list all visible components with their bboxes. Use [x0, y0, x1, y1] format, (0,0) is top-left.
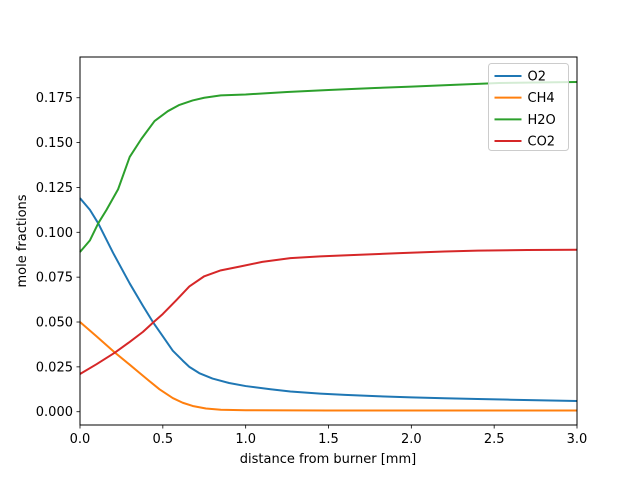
- y-tick-label: 0.000: [36, 405, 73, 420]
- series-group: [79, 80, 578, 412]
- x-axis-ticks: 0.0 0.5 1.0 1.5 2.0 2.5 3.0: [70, 425, 588, 447]
- y-tick-label: 0.050: [36, 316, 73, 331]
- x-tick-label: 0.5: [152, 432, 173, 447]
- legend-label-ch4: CH4: [528, 91, 555, 106]
- legend-label-o2: O2: [528, 70, 547, 85]
- series-line-h2o: [79, 80, 578, 253]
- legend-box: [488, 63, 569, 151]
- legend-label-h2o: H2O: [528, 113, 556, 128]
- legend-label-co2: CO2: [528, 135, 556, 150]
- x-tick-label: 2.5: [484, 432, 505, 447]
- y-tick-label: 0.100: [36, 226, 73, 241]
- x-tick-label: 1.0: [235, 432, 256, 447]
- x-tick-label: 2.0: [401, 432, 422, 447]
- y-axis-ticks: 0.000 0.025 0.050 0.075 0.100 0.125 0.150 0.175: [36, 91, 80, 420]
- y-tick-label: 0.025: [36, 360, 73, 375]
- series-line-co2: [79, 248, 578, 375]
- y-tick-label: 0.125: [36, 181, 73, 196]
- x-tick-label: 1.5: [318, 432, 339, 447]
- y-tick-label: 0.150: [36, 136, 73, 151]
- series-line-o2: [79, 197, 578, 402]
- legend: O2 CH4 H2O CO2: [488, 63, 569, 151]
- x-tick-label: 3.0: [567, 432, 588, 447]
- y-tick-label: 0.075: [36, 271, 73, 286]
- x-tick-label: 0.0: [70, 432, 91, 447]
- x-axis-label: distance from burner [mm]: [240, 452, 416, 467]
- y-axis-label: mole fractions: [15, 194, 30, 287]
- series-line-ch4: [79, 321, 577, 412]
- y-tick-label: 0.175: [36, 91, 73, 106]
